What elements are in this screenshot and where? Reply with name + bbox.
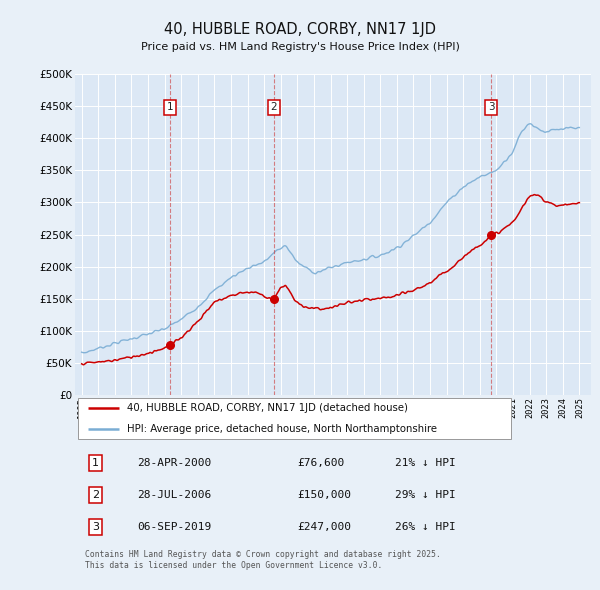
Text: HPI: Average price, detached house, North Northamptonshire: HPI: Average price, detached house, Nort… [127,424,437,434]
Text: 1: 1 [167,102,173,112]
Text: £150,000: £150,000 [297,490,351,500]
Text: 40, HUBBLE ROAD, CORBY, NN17 1JD (detached house): 40, HUBBLE ROAD, CORBY, NN17 1JD (detach… [127,403,407,413]
Text: 1: 1 [92,458,99,468]
Text: 3: 3 [488,102,494,112]
Text: 29% ↓ HPI: 29% ↓ HPI [395,490,455,500]
Text: £247,000: £247,000 [297,522,351,532]
Text: 2: 2 [92,490,99,500]
Text: 40, HUBBLE ROAD, CORBY, NN17 1JD: 40, HUBBLE ROAD, CORBY, NN17 1JD [164,22,436,37]
Text: 3: 3 [92,522,99,532]
Text: 06-SEP-2019: 06-SEP-2019 [137,522,211,532]
Text: Contains HM Land Registry data © Crown copyright and database right 2025.
This d: Contains HM Land Registry data © Crown c… [85,550,441,569]
Text: 26% ↓ HPI: 26% ↓ HPI [395,522,455,532]
Text: 21% ↓ HPI: 21% ↓ HPI [395,458,455,468]
Text: £76,600: £76,600 [297,458,344,468]
Text: Price paid vs. HM Land Registry's House Price Index (HPI): Price paid vs. HM Land Registry's House … [140,42,460,53]
Text: 2: 2 [270,102,277,112]
Text: 28-JUL-2006: 28-JUL-2006 [137,490,211,500]
Text: 28-APR-2000: 28-APR-2000 [137,458,211,468]
FancyBboxPatch shape [77,398,511,439]
